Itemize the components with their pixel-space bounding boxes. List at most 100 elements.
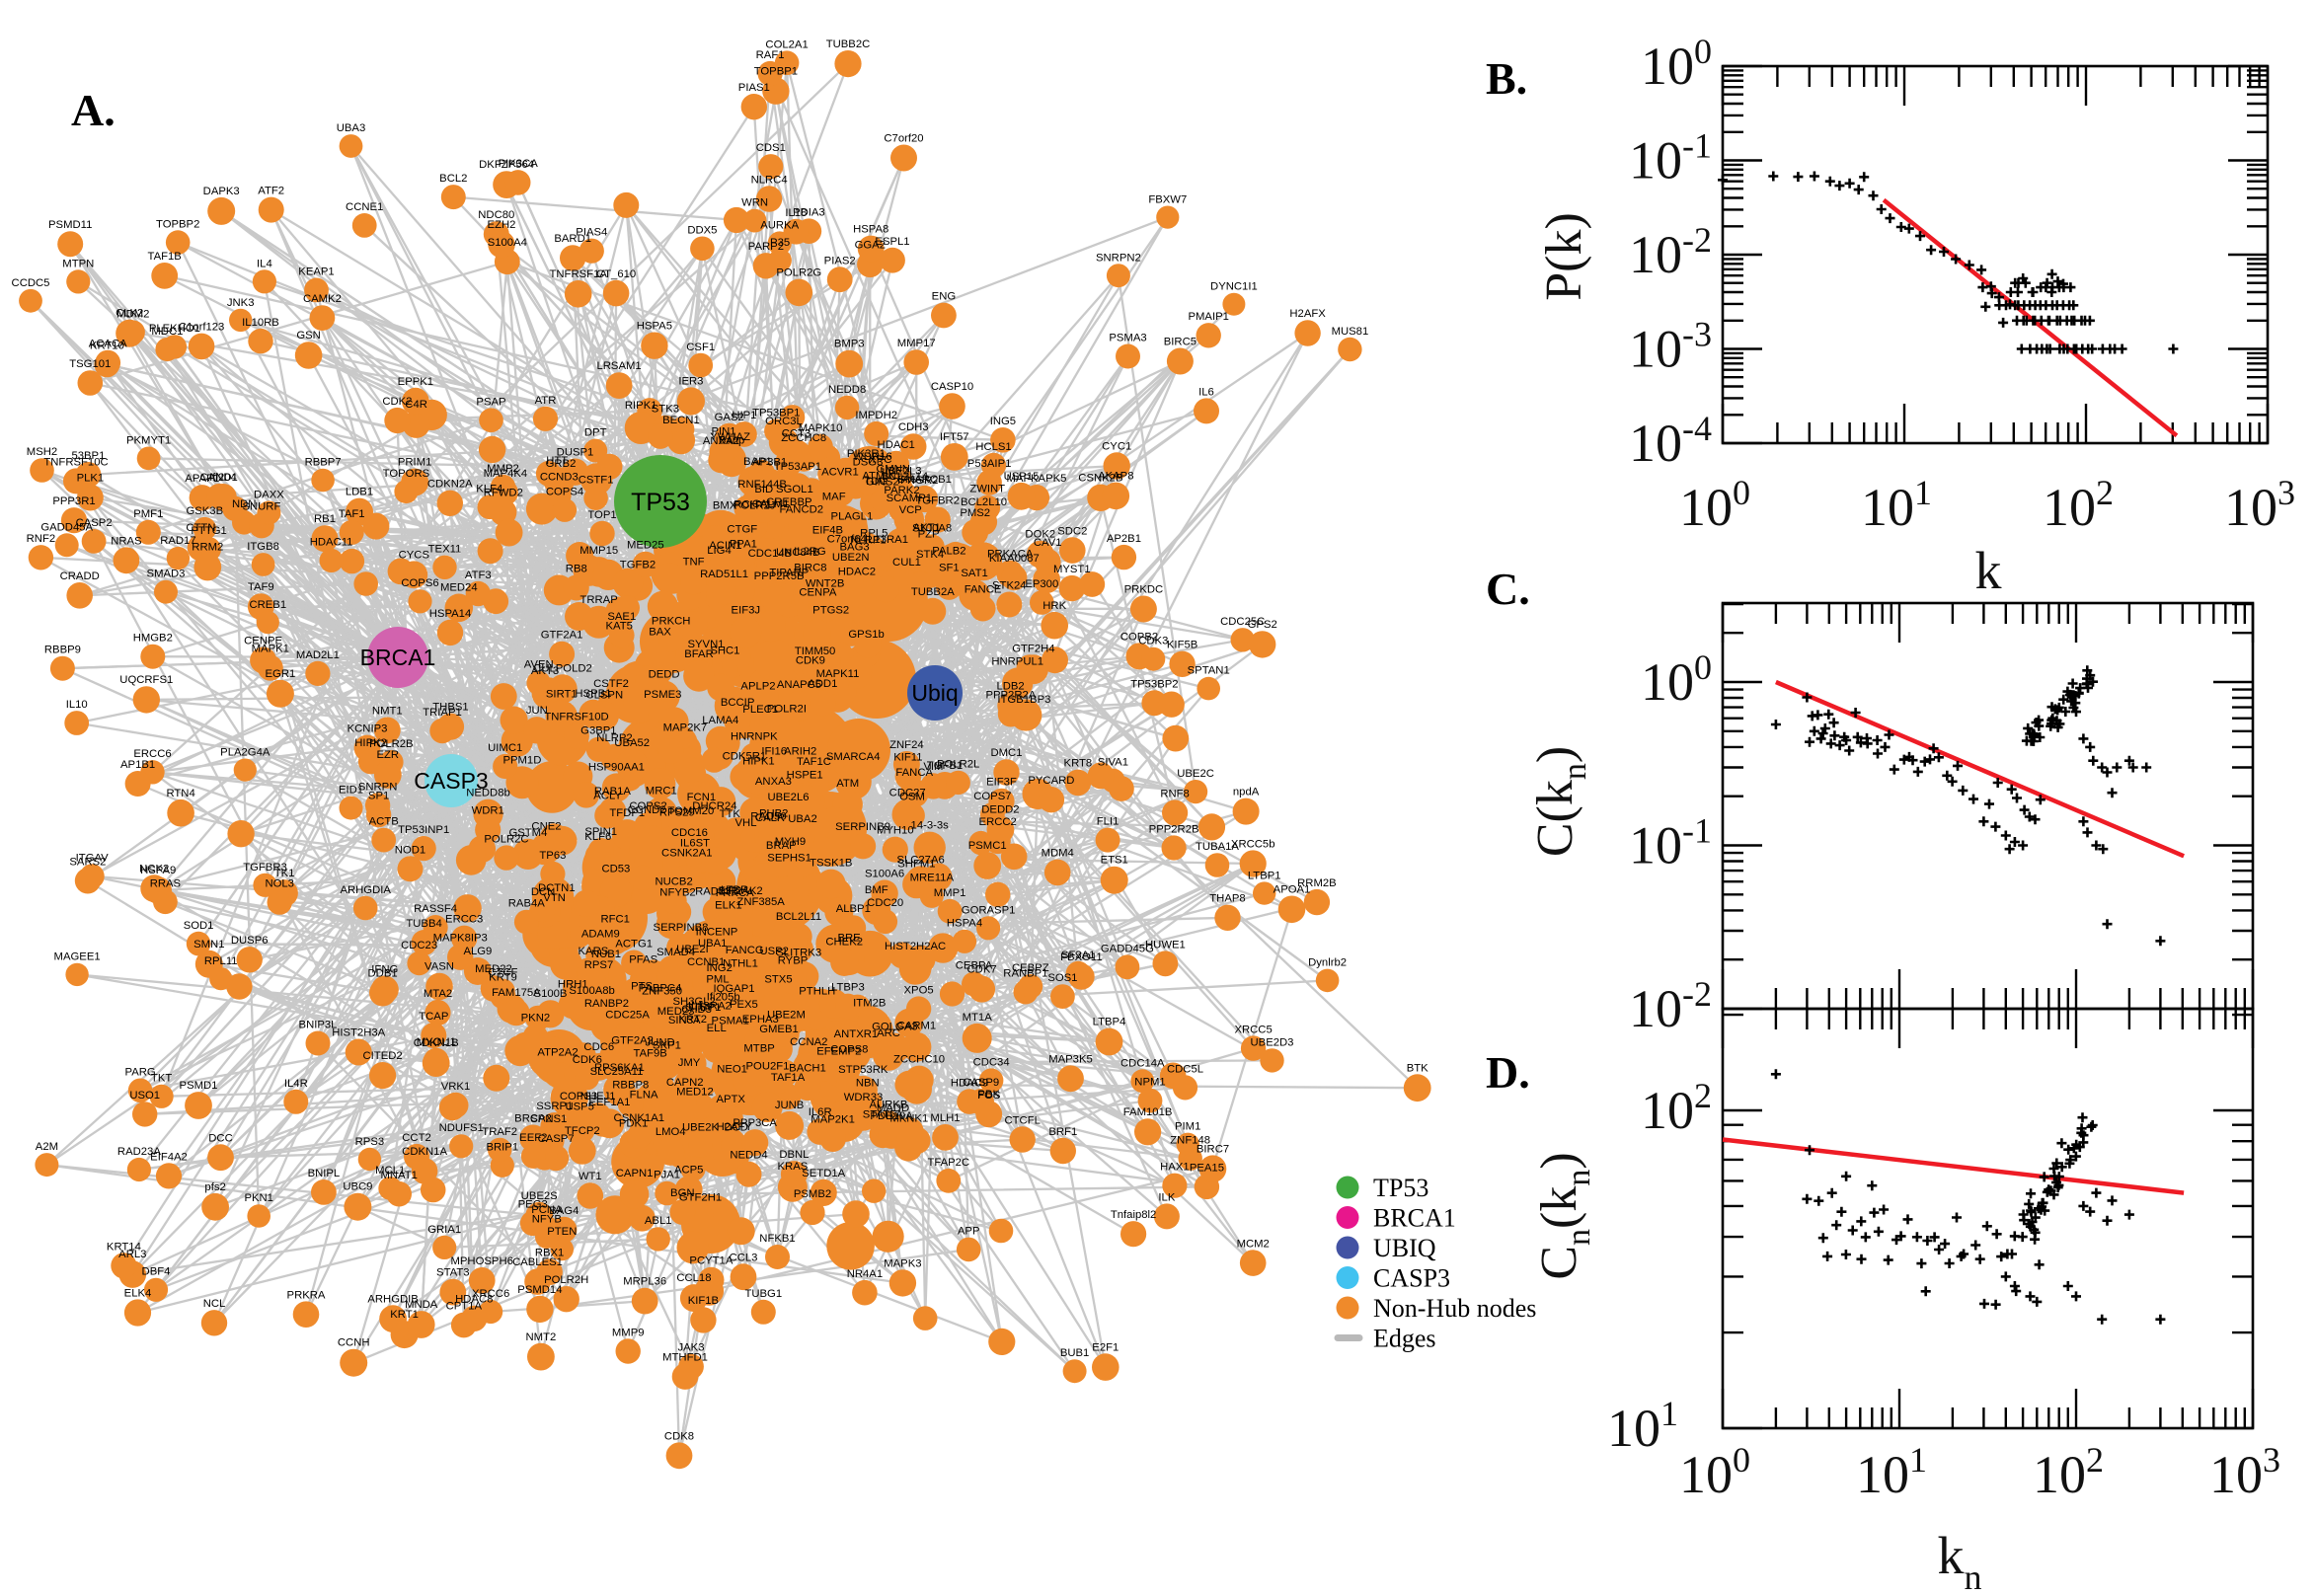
svg-text:MAGEE1: MAGEE1 (54, 951, 101, 963)
svg-text:TUBB4: TUBB4 (406, 918, 441, 930)
svg-text:SIRT1: SIRT1 (546, 689, 578, 701)
svg-text:TSSK1B: TSSK1B (810, 858, 852, 870)
svg-text:GPS2: GPS2 (1248, 619, 1277, 631)
svg-text:AKT3: AKT3 (531, 665, 559, 677)
svg-text:DEDD: DEDD (649, 668, 680, 680)
svg-text:MED23: MED23 (657, 1006, 695, 1018)
svg-text:SF3A1: SF3A1 (1061, 950, 1096, 961)
svg-text:UBE2I: UBE2I (676, 944, 709, 955)
svg-text:STK3: STK3 (652, 404, 679, 416)
svg-text:BCL2: BCL2 (439, 173, 467, 185)
svg-text:Ubiq: Ubiq (911, 680, 958, 706)
svg-text:MMP1: MMP1 (934, 887, 966, 899)
svg-text:CTCF: CTCF (488, 967, 517, 979)
svg-text:PTEN: PTEN (547, 1226, 577, 1238)
svg-text:H2AFX: H2AFX (1289, 308, 1326, 320)
svg-text:XPO5: XPO5 (904, 984, 934, 996)
svg-text:PLA2G4A: PLA2G4A (220, 747, 270, 759)
svg-text:SOS1: SOS1 (1047, 972, 1077, 984)
svg-text:DDB1: DDB1 (368, 967, 398, 979)
svg-text:FAM175A: FAM175A (492, 987, 541, 999)
svg-text:THAP8: THAP8 (1209, 893, 1245, 905)
svg-text:ITGAV: ITGAV (76, 852, 110, 864)
svg-text:TAF1B: TAF1B (148, 251, 182, 263)
svg-text:NUCB2: NUCB2 (655, 876, 692, 888)
svg-text:RRAS: RRAS (150, 877, 182, 889)
svg-text:SMAD3: SMAD3 (147, 569, 186, 580)
svg-text:GPS1b: GPS1b (848, 629, 884, 641)
svg-text:FCN1: FCN1 (687, 792, 717, 803)
svg-text:TNFRSF10C: TNFRSF10C (43, 456, 108, 468)
svg-text:LRSAM1: LRSAM1 (596, 360, 641, 372)
svg-text:SGOL1: SGOL1 (776, 484, 813, 495)
svg-text:MAF: MAF (822, 491, 846, 502)
svg-text:IL4R: IL4R (284, 1078, 308, 1090)
svg-text:B.: B. (1486, 53, 1527, 104)
svg-text:PEX5: PEX5 (730, 999, 758, 1011)
svg-text:LIG4: LIG4 (707, 545, 732, 557)
svg-text:P53AIP1: P53AIP1 (967, 458, 1012, 470)
svg-text:CEBPZ: CEBPZ (1012, 962, 1049, 974)
svg-text:PRKRA: PRKRA (287, 1289, 326, 1301)
svg-text:MTA2: MTA2 (424, 988, 452, 1000)
svg-text:TOPORS: TOPORS (383, 468, 430, 480)
svg-text:UBE2D3: UBE2D3 (1251, 1036, 1294, 1048)
svg-text:ABL1: ABL1 (645, 1215, 672, 1227)
svg-text:NBN: NBN (856, 1077, 880, 1089)
svg-text:CRADD: CRADD (60, 570, 100, 582)
svg-text:KRT10: KRT10 (90, 341, 124, 352)
svg-text:NTHL1: NTHL1 (723, 958, 758, 970)
svg-text:COPS2: COPS2 (629, 800, 666, 812)
svg-text:HDAC2: HDAC2 (838, 566, 876, 577)
svg-text:BMP3: BMP3 (834, 339, 865, 350)
svg-text:BCL2L10: BCL2L10 (961, 496, 1007, 508)
svg-text:PEA15: PEA15 (1190, 1163, 1224, 1175)
svg-text:CSF1: CSF1 (686, 342, 715, 353)
svg-text:SMARCA4: SMARCA4 (826, 751, 881, 763)
svg-text:NMT1: NMT1 (372, 706, 403, 718)
svg-text:SDC2: SDC2 (1057, 525, 1087, 537)
svg-text:UBE2K: UBE2K (682, 1122, 720, 1134)
svg-text:ATM: ATM (836, 778, 859, 790)
svg-text:BECN1: BECN1 (662, 415, 700, 426)
svg-text:IFT57: IFT57 (940, 431, 969, 443)
svg-text:PIAS1: PIAS1 (738, 82, 770, 94)
svg-text:CCL3: CCL3 (730, 1252, 758, 1263)
svg-text:WNT2B: WNT2B (806, 577, 845, 589)
svg-text:EID1: EID1 (339, 785, 363, 797)
svg-text:TOPBP1: TOPBP1 (754, 66, 798, 78)
svg-text:HAX1: HAX1 (1160, 1162, 1190, 1174)
svg-text:C1orf123: C1orf123 (179, 322, 224, 334)
svg-text:PSMD14: PSMD14 (517, 1284, 562, 1296)
svg-text:IER3: IER3 (678, 375, 703, 387)
svg-text:NRAS: NRAS (111, 535, 142, 547)
svg-text:SLC25A11: SLC25A11 (590, 1066, 644, 1078)
svg-text:POLR2G: POLR2G (776, 267, 821, 279)
svg-text:ELK1: ELK1 (715, 900, 742, 912)
svg-text:TNFRSF1A: TNFRSF1A (550, 268, 608, 280)
svg-text:COPS6: COPS6 (401, 577, 438, 589)
svg-text:EIF2AK2: EIF2AK2 (718, 885, 762, 897)
svg-text:TOPBP2: TOPBP2 (156, 218, 199, 230)
svg-text:MKNK1: MKNK1 (889, 1113, 928, 1125)
svg-text:EP300: EP300 (1025, 578, 1058, 590)
svg-text:RTN4: RTN4 (166, 788, 194, 799)
svg-text:AP3B1: AP3B1 (752, 457, 787, 469)
svg-text:PPM1D: PPM1D (502, 754, 541, 766)
svg-text:TRIAP1: TRIAP1 (423, 707, 462, 719)
svg-text:NCK2: NCK2 (139, 863, 169, 874)
svg-text:LAMA4: LAMA4 (702, 715, 738, 726)
svg-text:CITED2: CITED2 (363, 1050, 403, 1062)
svg-text:UBA2: UBA2 (788, 813, 817, 825)
svg-text:PPP3CA: PPP3CA (733, 1117, 777, 1129)
svg-text:TUBG1: TUBG1 (744, 1288, 782, 1300)
svg-text:KIF11: KIF11 (893, 751, 922, 763)
svg-text:TKT: TKT (151, 1073, 172, 1085)
svg-text:CASP10: CASP10 (931, 381, 973, 393)
svg-text:BRCA2: BRCA2 (514, 1112, 552, 1124)
svg-text:BACH1: BACH1 (789, 1062, 826, 1074)
svg-text:PRIM1: PRIM1 (398, 457, 432, 469)
svg-text:RPL11: RPL11 (204, 955, 238, 967)
svg-text:ARIH2: ARIH2 (784, 746, 816, 758)
svg-text:ZNF24: ZNF24 (889, 739, 924, 751)
